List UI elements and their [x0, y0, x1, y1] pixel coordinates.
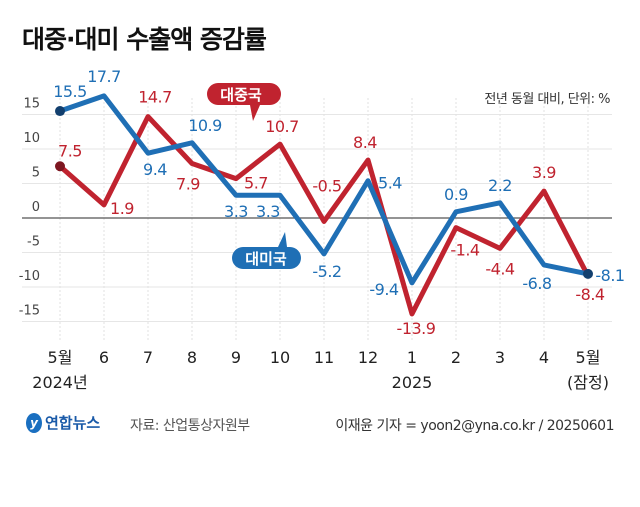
year-label: 2024년	[32, 373, 87, 392]
data-label: 5.4	[378, 174, 402, 193]
legend-label-china: 대중국	[220, 86, 262, 104]
legend-label-us: 대미국	[245, 250, 287, 268]
y-tick-label: 15	[23, 97, 40, 112]
y-tick-label: -10	[19, 269, 40, 284]
series-line-us	[59, 93, 589, 286]
legend-callout-us	[232, 232, 301, 269]
data-label: 10.7	[265, 117, 299, 136]
data-label: -4.4	[485, 259, 515, 278]
data-label: 10.9	[188, 116, 222, 135]
x-tick-label: 7	[143, 348, 153, 367]
x-tick-label: 1	[407, 348, 417, 367]
data-label: 1.9	[110, 199, 134, 218]
end-point-marker	[583, 268, 593, 279]
logo: y 연합뉴스	[26, 412, 100, 433]
x-tick-label: 6	[99, 348, 109, 367]
data-label: 0.9	[444, 185, 468, 204]
data-label: -8.4	[575, 285, 605, 304]
unit-note: 전년 동월 대비, 단위: %	[484, 92, 610, 107]
data-label: 3.3	[256, 202, 280, 221]
x-tick-label: 5월	[576, 348, 601, 367]
source-note: 자료: 산업통상자원부	[130, 418, 250, 434]
y-tick-label: 10	[23, 131, 40, 146]
x-tick-label: 3	[495, 348, 505, 367]
year-label: 2025	[392, 373, 433, 392]
x-tick-label: 2	[451, 348, 461, 367]
data-label: -0.5	[312, 176, 341, 195]
data-label: 7.5	[58, 141, 82, 160]
data-label: 3.3	[224, 202, 248, 221]
year-label: (잠정)	[567, 373, 609, 392]
data-label: 3.9	[532, 163, 556, 182]
data-label: -8.1	[595, 266, 624, 285]
x-tick-label: 11	[314, 348, 334, 367]
data-label: 7.9	[176, 174, 200, 193]
x-tick-label: 9	[231, 348, 241, 367]
chart-title: 대중·대미 수출액 증감률	[22, 25, 267, 54]
start-point-marker	[55, 106, 65, 117]
data-label: 17.7	[87, 67, 121, 86]
data-label: -9.4	[369, 280, 399, 299]
x-tick-label: 5월	[48, 348, 73, 367]
logo-icon: y	[26, 412, 42, 433]
data-label: -5.2	[312, 262, 341, 281]
start-point-marker	[55, 161, 65, 172]
data-label: -13.9	[397, 319, 436, 338]
x-tick-label: 12	[358, 348, 378, 367]
logo-text: 연합뉴스	[45, 414, 101, 432]
y-tick-label: -5	[27, 235, 40, 250]
data-label: -1.4	[450, 241, 480, 260]
x-tick-label: 4	[539, 348, 549, 367]
data-label: -6.8	[522, 274, 552, 293]
y-tick-label: 5	[32, 166, 40, 181]
credit-note: 이재윤 기자 = yoon2@yna.co.kr / 20250601	[335, 418, 614, 434]
legend-callout-china	[207, 83, 281, 121]
footer: y 연합뉴스 자료: 산업통상자원부 이재윤 기자 = yoon2@yna.co.…	[0, 412, 640, 442]
data-label: 14.7	[138, 88, 172, 107]
data-label: 9.4	[143, 160, 167, 179]
data-label: 15.5	[53, 82, 87, 101]
series-line-china	[58, 114, 591, 317]
x-tick-label: 8	[187, 348, 197, 367]
y-tick-label: -15	[19, 304, 40, 319]
data-label: 8.4	[353, 133, 377, 152]
data-label: 5.7	[244, 174, 268, 193]
x-tick-label: 10	[270, 348, 290, 367]
y-tick-label: 0	[32, 200, 40, 215]
data-label: 2.2	[488, 176, 512, 195]
